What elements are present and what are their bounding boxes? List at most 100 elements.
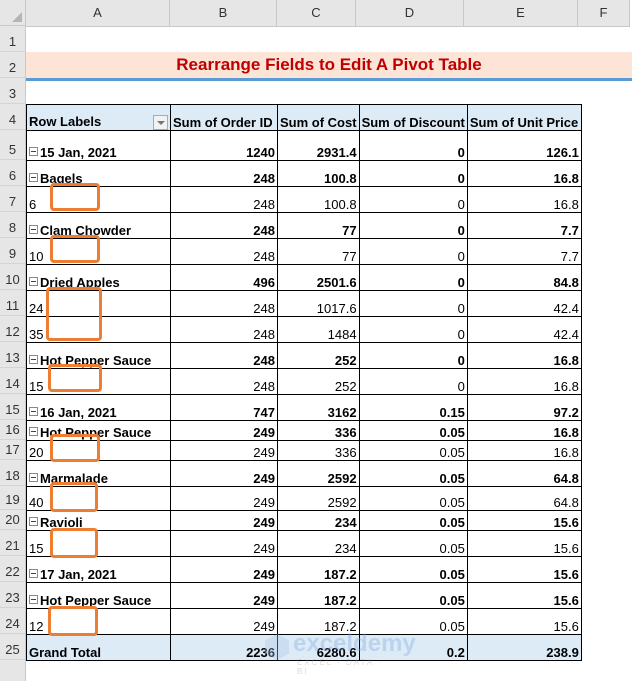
discount-cell[interactable]: 0 (358, 160, 468, 187)
date-group-label[interactable]: 16 Jan, 2021 (26, 394, 171, 421)
unit-price-cell[interactable]: 16.8 (466, 440, 582, 461)
cost-cell[interactable]: 1017.6 (277, 290, 360, 317)
discount-cell[interactable]: 0 (358, 186, 468, 213)
order-id-cell[interactable]: 249 (170, 420, 278, 441)
unit-price-cell[interactable]: 15.6 (466, 582, 582, 609)
collapse-icon[interactable] (29, 355, 38, 365)
collapse-icon[interactable] (29, 427, 38, 437)
order-id-cell[interactable]: 248 (170, 160, 278, 187)
filter-dropdown-icon[interactable] (153, 115, 168, 130)
row-header-17[interactable]: 17 (0, 440, 25, 460)
quantity-label[interactable]: 40 (26, 486, 171, 511)
cost-cell[interactable]: 252 (277, 368, 360, 395)
cost-cell[interactable]: 2592 (277, 486, 360, 511)
cost-cell[interactable]: 77 (277, 238, 360, 265)
cost-cell[interactable]: 100.8 (277, 160, 360, 187)
unit-price-cell[interactable]: 16.8 (466, 368, 582, 395)
select-all-corner[interactable] (0, 0, 26, 26)
cost-cell[interactable]: 336 (277, 420, 360, 441)
cost-cell[interactable]: 100.8 (277, 186, 360, 213)
discount-cell[interactable]: 0.05 (358, 608, 468, 635)
date-group-label[interactable]: 15 Jan, 2021 (26, 130, 171, 161)
order-id-cell[interactable]: 248 (170, 342, 278, 369)
row-header-11[interactable]: 11 (0, 290, 25, 316)
cost-cell[interactable]: 336 (277, 440, 360, 461)
discount-cell[interactable]: 0.15 (358, 394, 468, 421)
unit-price-cell[interactable]: 126.1 (466, 130, 582, 161)
collapse-icon[interactable] (29, 595, 38, 605)
product-group-label[interactable]: Bagels (26, 160, 171, 187)
unit-price-cell[interactable]: 15.6 (466, 608, 582, 635)
row-header-9[interactable]: 9 (0, 238, 25, 264)
unit-price-cell[interactable]: 16.8 (466, 420, 582, 441)
order-id-cell[interactable]: 249 (170, 486, 278, 511)
cost-cell[interactable]: 77 (277, 212, 360, 239)
row-header-5[interactable]: 5 (0, 130, 25, 160)
unit-price-cell[interactable]: 64.8 (466, 460, 582, 487)
cost-cell[interactable]: 3162 (277, 394, 360, 421)
column-header-b[interactable]: B (170, 0, 277, 26)
cost-cell[interactable]: 187.2 (277, 582, 360, 609)
cost-cell[interactable]: 2931.4 (277, 130, 360, 161)
discount-cell[interactable]: 0 (358, 316, 468, 343)
discount-cell[interactable]: 0 (358, 368, 468, 395)
discount-cell[interactable]: 0 (358, 290, 468, 317)
unit-price-cell[interactable]: 84.8 (466, 264, 582, 291)
unit-price-cell[interactable]: 7.7 (466, 212, 582, 239)
cost-cell[interactable]: 187.2 (277, 608, 360, 635)
row-header-20[interactable]: 20 (0, 510, 25, 530)
order-id-cell[interactable]: 248 (170, 238, 278, 265)
cost-cell[interactable]: 2501.6 (277, 264, 360, 291)
unit-price-cell[interactable]: 16.8 (466, 186, 582, 213)
product-group-label[interactable]: Hot Pepper Sauce (26, 582, 171, 609)
cost-cell[interactable]: 234 (277, 530, 360, 557)
row-header-25[interactable]: 25 (0, 634, 25, 660)
row-header-7[interactable]: 7 (0, 186, 25, 212)
order-id-cell[interactable]: 1240 (170, 130, 278, 161)
column-header-a[interactable]: A (26, 0, 170, 26)
row-header-13[interactable]: 13 (0, 342, 25, 368)
discount-cell[interactable]: 0 (358, 212, 468, 239)
grand-total-cost[interactable]: 6280.6 (277, 634, 360, 661)
order-id-cell[interactable]: 249 (170, 530, 278, 557)
date-group-label[interactable]: 17 Jan, 2021 (26, 556, 171, 583)
row-header-24[interactable]: 24 (0, 608, 25, 634)
quantity-label[interactable]: 15 (26, 530, 171, 557)
row-header-14[interactable]: 14 (0, 368, 25, 394)
discount-cell[interactable]: 0 (358, 130, 468, 161)
product-group-label[interactable]: Marmalade (26, 460, 171, 487)
row-header-21[interactable]: 21 (0, 530, 25, 556)
unit-price-cell[interactable]: 7.7 (466, 238, 582, 265)
unit-price-cell[interactable]: 15.6 (466, 530, 582, 557)
order-id-cell[interactable]: 249 (170, 556, 278, 583)
unit-price-cell[interactable]: 42.4 (466, 290, 582, 317)
discount-cell[interactable]: 0.05 (358, 556, 468, 583)
order-id-cell[interactable]: 747 (170, 394, 278, 421)
row-header-3[interactable]: 3 (0, 78, 25, 104)
column-header-e[interactable]: E (464, 0, 578, 26)
discount-cell[interactable]: 0.05 (358, 486, 468, 511)
collapse-icon[interactable] (29, 517, 38, 527)
discount-cell[interactable]: 0.05 (358, 440, 468, 461)
collapse-icon[interactable] (29, 225, 38, 235)
grand-total-label[interactable]: Grand Total (26, 634, 171, 661)
product-group-label[interactable]: Dried Apples (26, 264, 171, 291)
column-header-d[interactable]: D (356, 0, 464, 26)
discount-cell[interactable]: 0.05 (358, 582, 468, 609)
row-header-23[interactable]: 23 (0, 582, 25, 608)
discount-cell[interactable]: 0.05 (358, 530, 468, 557)
discount-cell[interactable]: 0.05 (358, 460, 468, 487)
collapse-icon[interactable] (29, 277, 38, 287)
unit-price-cell[interactable]: 16.8 (466, 342, 582, 369)
collapse-icon[interactable] (29, 473, 38, 483)
row-header-6[interactable]: 6 (0, 160, 25, 186)
unit-price-cell[interactable]: 97.2 (466, 394, 582, 421)
product-group-label[interactable]: Ravioli (26, 510, 171, 531)
unit-price-cell[interactable]: 15.6 (466, 510, 582, 531)
row-header-2[interactable]: 2 (0, 52, 25, 78)
row-header-19[interactable]: 19 (0, 486, 25, 510)
grand-total-unit-price[interactable]: 238.9 (466, 634, 582, 661)
order-id-cell[interactable]: 249 (170, 460, 278, 487)
collapse-icon[interactable] (29, 407, 38, 417)
order-id-cell[interactable]: 248 (170, 212, 278, 239)
